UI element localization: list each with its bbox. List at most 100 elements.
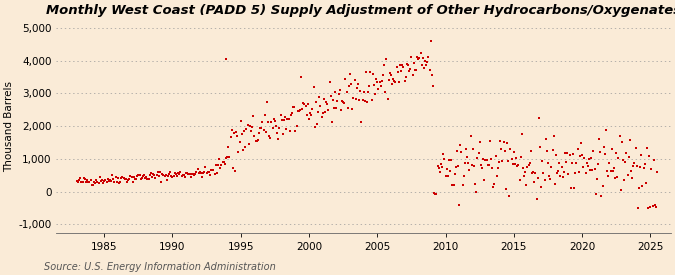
Point [427,73,437,78]
Point [631,164,642,168]
Point [146,171,157,175]
Point [529,180,540,184]
Point [508,162,518,166]
Point [264,134,275,138]
Point [500,149,510,153]
Point [609,166,620,170]
Point [540,137,551,141]
Point [618,158,628,162]
Point [579,156,590,161]
Point [539,178,550,182]
Point [568,152,578,156]
Point [109,179,120,184]
Point [122,179,132,184]
Point [565,186,576,190]
Point [107,173,117,177]
Point [291,123,302,128]
Point [591,192,601,196]
Point [580,170,591,175]
Point [284,128,295,133]
Point [496,147,507,151]
Point [277,132,288,136]
Point [288,105,298,109]
Point [645,205,655,209]
Point [504,194,514,198]
Point [410,68,421,72]
Point [265,136,276,140]
Point [181,171,192,175]
Point [420,59,431,63]
Point [287,111,298,115]
Point [153,174,164,178]
Point [165,169,176,174]
Point [398,65,409,69]
Point [458,174,469,178]
Point [294,108,305,112]
Point [331,106,342,110]
Point [410,68,421,72]
Point [246,129,256,133]
Point [422,60,433,64]
Point [333,92,344,97]
Point [482,163,493,167]
Point [248,113,259,118]
Point [160,173,171,177]
Point [551,171,562,175]
Point [481,158,492,162]
Point [201,171,212,175]
Point [221,155,232,160]
Point [636,152,647,157]
Point [563,171,574,176]
Point [506,157,517,161]
Point [641,146,652,150]
Point [480,158,491,162]
Point [236,119,246,123]
Point [334,88,345,93]
Point [74,178,84,182]
Point [337,99,348,103]
Point [95,178,106,183]
Point [354,98,364,102]
Point [518,174,529,178]
Point [372,79,383,84]
Point [314,94,325,99]
Point [131,177,142,181]
Point [487,166,497,170]
Point [286,113,296,117]
Point [290,128,301,133]
Point [155,170,165,174]
Point [629,161,640,165]
Point [279,115,290,120]
Point [168,174,179,178]
Point [498,140,509,144]
Point [574,154,585,158]
Point [272,131,283,135]
Point [627,176,638,181]
Point [433,166,444,170]
Point [408,61,419,65]
Point [263,120,273,124]
Point [150,175,161,180]
Point [564,153,575,158]
Point [196,171,207,175]
Point [138,174,148,178]
Point [545,177,556,181]
Point [560,150,570,155]
Point [610,176,620,180]
Point [344,72,355,76]
Point [537,159,547,163]
Point [283,117,294,121]
Point [616,188,626,192]
Point [85,178,96,183]
Point [93,181,104,186]
Point [643,206,653,210]
Point [439,157,450,161]
Point [364,83,375,88]
Point [208,167,219,172]
Point [518,166,529,171]
Point [462,155,472,159]
Point [396,68,406,73]
Point [493,160,504,164]
Point [332,99,343,103]
Point [194,170,205,175]
